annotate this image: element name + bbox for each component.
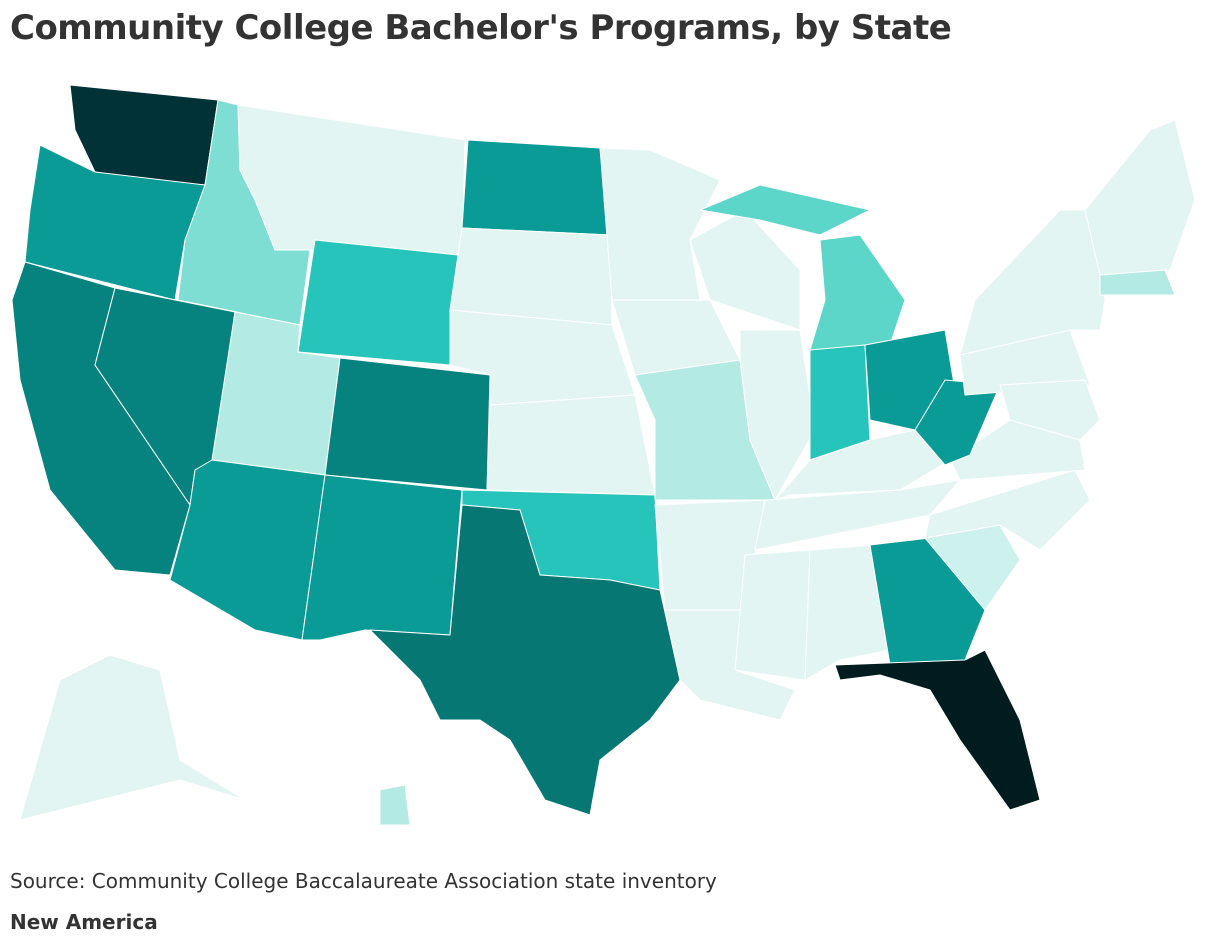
state xyxy=(486,394,656,496)
state xyxy=(19,654,246,821)
title: Community College Bachelor's Programs, b… xyxy=(10,8,952,48)
state xyxy=(69,84,219,186)
state xyxy=(169,459,326,641)
state xyxy=(1084,119,1196,276)
state xyxy=(324,357,491,491)
state xyxy=(1099,269,1176,296)
state xyxy=(999,379,1101,441)
state xyxy=(237,104,466,259)
state xyxy=(914,379,1001,466)
state xyxy=(24,144,206,301)
state xyxy=(869,537,986,666)
state xyxy=(379,784,411,826)
state xyxy=(369,504,681,816)
state xyxy=(734,549,811,681)
credit: New America xyxy=(10,910,158,934)
state xyxy=(461,139,611,236)
state xyxy=(809,234,906,351)
state xyxy=(449,227,613,326)
state xyxy=(949,419,1086,481)
state xyxy=(301,474,463,641)
state xyxy=(834,649,1041,811)
source: Source: Community College Baccalaureate … xyxy=(10,869,717,893)
state xyxy=(804,544,891,681)
state xyxy=(297,239,459,366)
state xyxy=(699,184,871,236)
state xyxy=(959,209,1106,356)
state xyxy=(754,479,961,551)
